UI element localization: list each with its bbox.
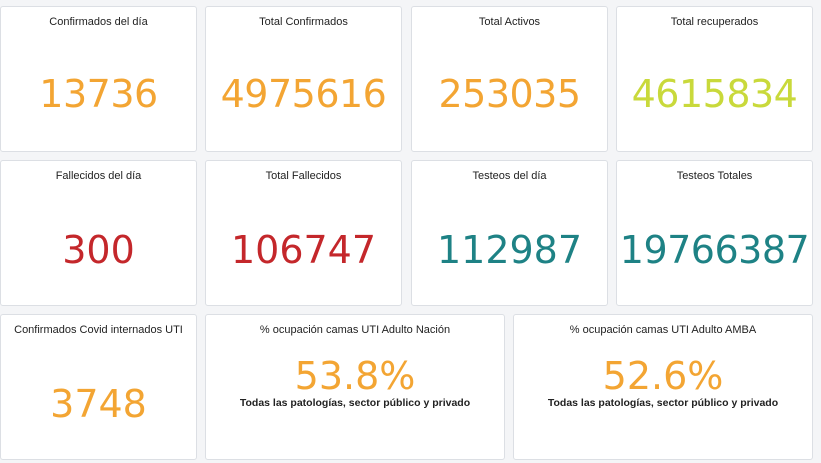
panel-subtitle: Todas las patologías, sector público y p… bbox=[239, 397, 471, 409]
stat-value: 112987 bbox=[436, 228, 583, 272]
panel-title: Total Activos bbox=[478, 16, 541, 28]
panel-total-fallecidos[interactable]: Total Fallecidos 106747 bbox=[205, 160, 402, 306]
panel-title: Testeos Totales bbox=[676, 170, 753, 182]
panel-total-recuperados[interactable]: Total recuperados 4615834 bbox=[616, 6, 813, 152]
panel-internados-uti[interactable]: Confirmados Covid internados UTI 3748 bbox=[0, 314, 197, 460]
panel-title: Fallecidos del día bbox=[55, 170, 142, 182]
panel-title: Confirmados Covid internados UTI bbox=[14, 324, 183, 336]
panel-ocupacion-uti-amba[interactable]: % ocupación camas UTI Adulto AMBA 52.6% … bbox=[513, 314, 813, 460]
stat-value: 3748 bbox=[50, 382, 147, 426]
stat-value: 52.6% bbox=[602, 354, 724, 398]
panel-confirmados-del-dia[interactable]: Confirmados del día 13736 bbox=[0, 6, 197, 152]
stat-value: 53.8% bbox=[294, 354, 416, 398]
stat-value: 19766387 bbox=[619, 228, 810, 272]
panel-total-activos[interactable]: Total Activos 253035 bbox=[411, 6, 608, 152]
stat-value: 106747 bbox=[230, 228, 377, 272]
panel-title: Total Confirmados bbox=[259, 16, 348, 28]
panel-title: % ocupación camas UTI Adulto Nación bbox=[259, 324, 451, 336]
panel-testeos-totales[interactable]: Testeos Totales 19766387 bbox=[616, 160, 813, 306]
panel-title: Confirmados del día bbox=[49, 16, 148, 28]
panel-ocupacion-uti-nacion[interactable]: % ocupación camas UTI Adulto Nación 53.8… bbox=[205, 314, 505, 460]
stat-value: 4975616 bbox=[220, 72, 387, 116]
stat-value: 253035 bbox=[438, 72, 581, 116]
panel-testeos-del-dia[interactable]: Testeos del día 112987 bbox=[411, 160, 608, 306]
stat-value: 300 bbox=[62, 228, 135, 272]
panel-title: % ocupación camas UTI Adulto AMBA bbox=[569, 324, 757, 336]
stat-value: 4615834 bbox=[631, 72, 798, 116]
panel-subtitle: Todas las patologías, sector público y p… bbox=[547, 397, 779, 409]
panel-title: Total Fallecidos bbox=[265, 170, 342, 182]
stat-value: 13736 bbox=[39, 72, 158, 116]
panel-title: Testeos del día bbox=[472, 170, 547, 182]
panel-total-confirmados[interactable]: Total Confirmados 4975616 bbox=[205, 6, 402, 152]
panel-title: Total recuperados bbox=[670, 16, 759, 28]
panel-fallecidos-del-dia[interactable]: Fallecidos del día 300 bbox=[0, 160, 197, 306]
